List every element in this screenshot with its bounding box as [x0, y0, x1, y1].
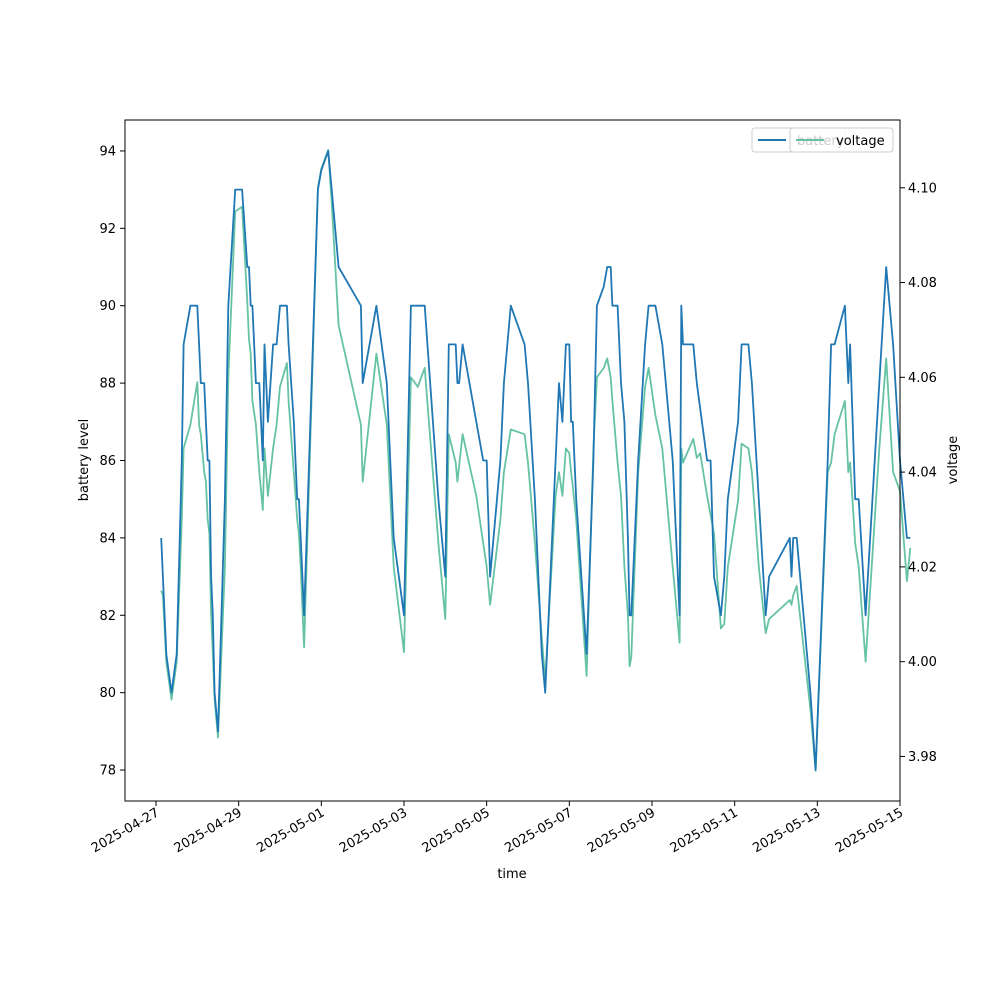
y-left-tick-label: 86 — [99, 454, 116, 469]
y-axis-label-right: voltage — [946, 436, 961, 485]
legend-voltage-label: voltage — [836, 134, 885, 149]
x-axis-label: time — [497, 867, 526, 882]
y-right-tick-label: 4.02 — [908, 560, 937, 575]
y-axis-label-left: battery level — [77, 419, 92, 502]
legend-voltage: voltage — [789, 127, 894, 153]
y-left-tick-label: 84 — [99, 531, 116, 546]
legend-voltage-box — [789, 127, 894, 153]
y-right-tick-label: 4.08 — [908, 276, 937, 291]
y-right-tick-label: 3.98 — [908, 750, 937, 765]
y-right-tick-label: 4.04 — [908, 466, 937, 481]
series-line-battery — [160, 150, 911, 771]
plot-layer — [160, 149, 912, 772]
y-left-tick-label: 88 — [99, 377, 116, 392]
y-left-tick-label: 94 — [99, 144, 116, 159]
y-left-tick-label: 82 — [99, 609, 116, 624]
y-right-tick-label: 4.00 — [908, 655, 937, 670]
y-right-tick-label: 4.10 — [908, 181, 937, 196]
y-right-tick-label: 4.06 — [908, 371, 937, 386]
y-left-tick-label: 90 — [99, 299, 116, 314]
y-left-tick-label: 92 — [99, 222, 116, 237]
y-left-tick-label: 78 — [99, 764, 116, 779]
series-line-voltage — [160, 149, 912, 772]
y-left-tick-label: 80 — [99, 686, 116, 701]
